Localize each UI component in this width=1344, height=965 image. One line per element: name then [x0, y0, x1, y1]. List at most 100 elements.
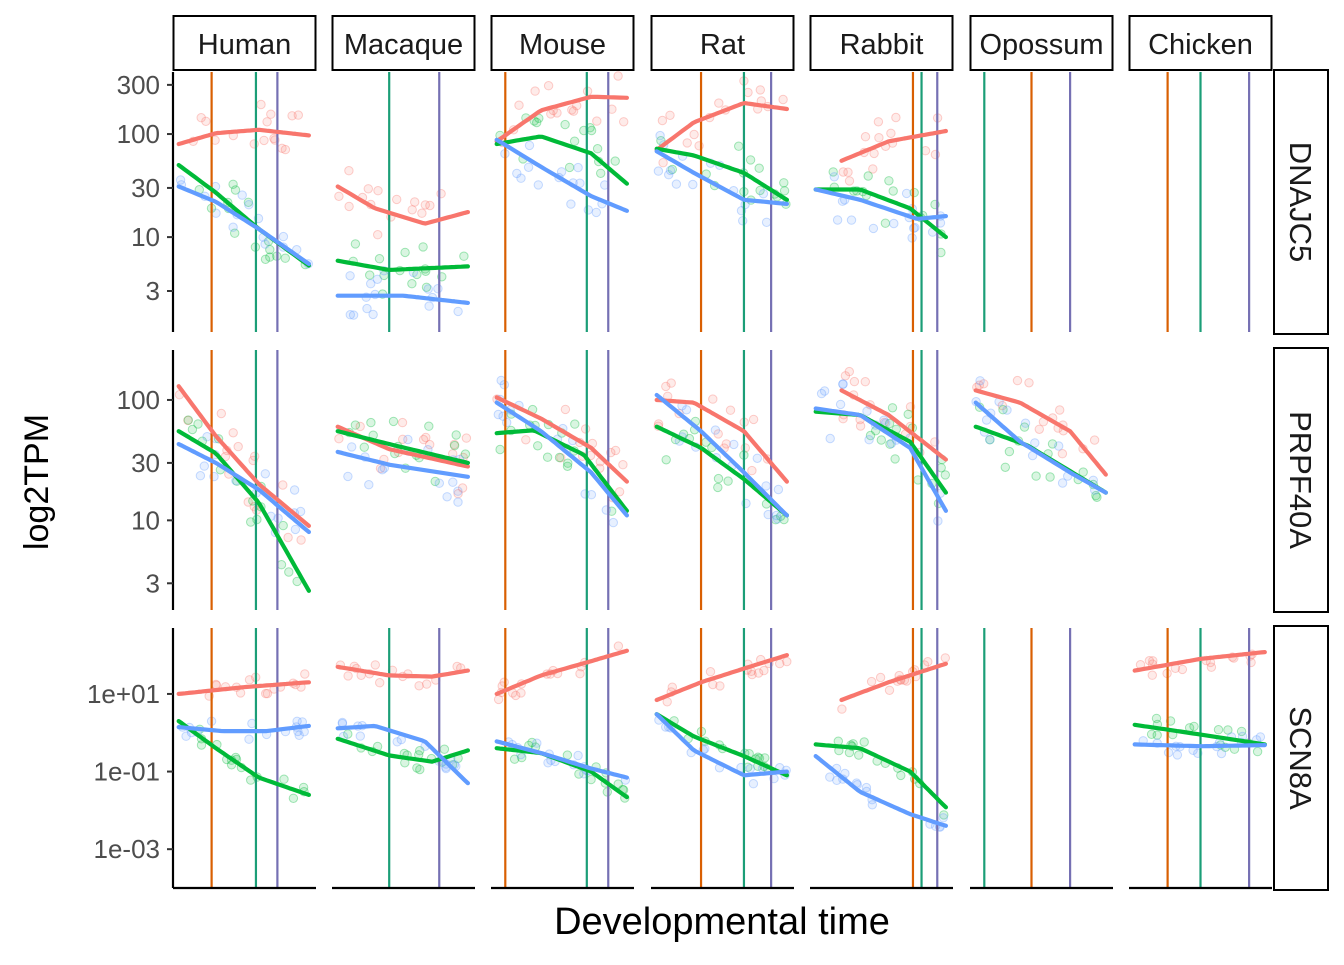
trend-line-red: [176, 127, 311, 147]
data-point-green: [1019, 422, 1030, 432]
strip-box-opossum: [969, 15, 1114, 71]
data-point-red: [575, 669, 585, 679]
data-point-blue: [260, 239, 270, 249]
trend-line-red: [654, 397, 789, 484]
trend-line-red: [973, 388, 1108, 477]
data-point-blue: [244, 734, 254, 744]
y-tick-label: 30: [131, 448, 160, 478]
data-point-green: [888, 186, 898, 196]
data-point-red: [689, 129, 699, 140]
data-point-green: [265, 244, 275, 255]
data-point-red: [425, 200, 435, 211]
data-point-blue: [1255, 732, 1266, 742]
data-point-blue: [175, 175, 186, 185]
data-point-green: [998, 405, 1008, 415]
data-point-blue: [362, 303, 372, 314]
data-point-green: [451, 430, 461, 440]
data-point-green: [865, 430, 876, 441]
data-point-red: [613, 641, 624, 651]
trend-line-red: [494, 395, 629, 484]
data-point-green: [542, 452, 553, 462]
data-point-red: [618, 460, 628, 470]
data-point-red: [183, 415, 193, 426]
strip-label-macaque: Macaque: [344, 29, 463, 61]
data-point-red: [715, 681, 725, 691]
data-point-blue: [434, 478, 444, 488]
data-point-red: [511, 690, 521, 701]
strip-label-rat: Rat: [700, 29, 745, 61]
data-point-blue: [195, 471, 206, 481]
data-point-green: [985, 435, 995, 445]
data-point-green: [276, 560, 287, 570]
data-point-red: [866, 676, 877, 687]
data-point-green: [265, 252, 275, 262]
strip-box-rabbit: [809, 15, 954, 71]
data-point-green: [754, 163, 764, 173]
trend-line-green: [1132, 722, 1267, 747]
data-point-red: [860, 377, 870, 387]
data-point-red: [334, 434, 344, 444]
data-point-blue: [832, 215, 843, 225]
trend-line-green: [335, 429, 470, 465]
data-point-red: [216, 408, 227, 419]
data-point-blue: [364, 480, 374, 490]
data-point-red: [397, 417, 408, 428]
facet-strips-layer: Human Macaque Mouse Rat Rabbit Opossum Chicken…: [172, 15, 1329, 891]
data-point-red: [296, 535, 306, 545]
data-point-red: [449, 439, 459, 450]
data-point-red: [682, 138, 692, 148]
data-point-green: [562, 461, 573, 471]
data-point-blue: [202, 432, 212, 442]
data-point-red: [261, 688, 271, 699]
data-point-green: [350, 420, 361, 430]
data-point-red: [568, 106, 579, 116]
data-point-blue: [825, 433, 835, 444]
data-point-red: [875, 672, 886, 683]
data-point-green: [586, 125, 597, 136]
data-point-green: [533, 441, 543, 451]
data-point-blue: [1020, 418, 1031, 428]
y-tick-label: 1e-01: [94, 757, 161, 787]
data-point-red: [979, 379, 989, 389]
data-point-blue: [771, 510, 782, 521]
strip-box-mouse: [490, 15, 635, 71]
data-point-green: [343, 729, 353, 739]
data-point-green: [1151, 713, 1162, 724]
data-point-red: [560, 404, 571, 415]
data-point-green: [1213, 725, 1224, 735]
data-point-red: [1034, 424, 1045, 434]
data-point-red: [886, 128, 896, 139]
data-point-blue: [556, 167, 567, 177]
trend-line-blue: [813, 187, 948, 221]
trend-line-red: [494, 648, 629, 696]
data-point-green: [554, 452, 565, 463]
trend-line-red: [176, 384, 311, 528]
data-point-blue: [938, 813, 948, 823]
data-point-green: [570, 419, 580, 429]
data-point-red: [1024, 378, 1034, 388]
data-point-green: [366, 417, 376, 428]
data-point-red: [855, 421, 866, 431]
data-point-red: [521, 435, 531, 445]
data-point-blue: [832, 775, 842, 785]
data-point-blue: [524, 140, 535, 151]
data-point-blue: [355, 731, 365, 741]
data-point-blue: [846, 215, 857, 225]
strip-box-rat: [650, 15, 795, 71]
data-point-blue: [343, 471, 353, 482]
data-point-red: [418, 434, 429, 445]
y-tick-label: 10: [131, 222, 160, 252]
data-point-green: [884, 418, 895, 429]
strip-label-chicken: Chicken: [1148, 29, 1253, 61]
data-point-blue: [655, 130, 665, 141]
data-point-red: [721, 439, 731, 449]
data-point-blue: [199, 461, 210, 471]
data-point-red: [556, 453, 566, 463]
data-point-green: [246, 517, 256, 527]
data-point-red: [567, 105, 577, 115]
data-point-blue: [516, 173, 526, 183]
data-point-green: [365, 270, 375, 280]
data-point-red: [201, 116, 211, 127]
trend-line-blue: [654, 392, 789, 518]
data-point-blue: [424, 301, 434, 311]
